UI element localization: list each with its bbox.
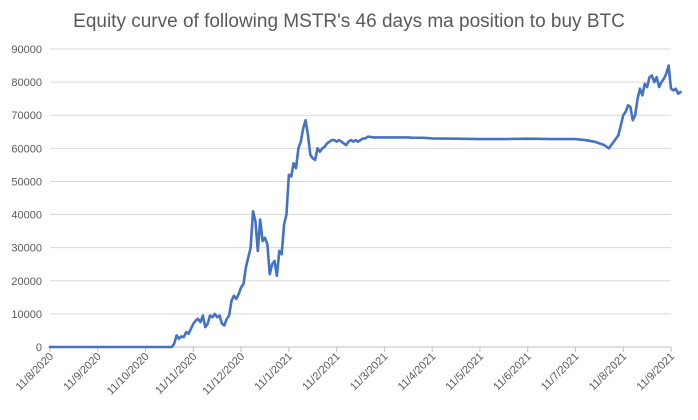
y-tick-label: 50000 bbox=[11, 176, 42, 188]
series-layer bbox=[48, 64, 682, 349]
y-tick-label: 0 bbox=[36, 342, 42, 354]
gridlines bbox=[50, 48, 671, 315]
y-tick-label: 80000 bbox=[11, 77, 42, 89]
chart-title: Equity curve of following MSTR's 46 days… bbox=[73, 11, 625, 32]
y-tick-label: 90000 bbox=[11, 44, 42, 56]
y-tick-label: 20000 bbox=[11, 276, 42, 288]
y-tick-label: 40000 bbox=[11, 210, 42, 222]
equity-series-line bbox=[48, 64, 682, 349]
y-tick-label: 10000 bbox=[11, 309, 42, 321]
y-tick-label: 70000 bbox=[11, 110, 42, 122]
y-tick-label: 30000 bbox=[11, 243, 42, 255]
y-tick-label: 60000 bbox=[11, 143, 42, 155]
y-tick-labels: 0 10000 20000 30000 40000 50000 60000 70000 8000… bbox=[11, 44, 42, 354]
